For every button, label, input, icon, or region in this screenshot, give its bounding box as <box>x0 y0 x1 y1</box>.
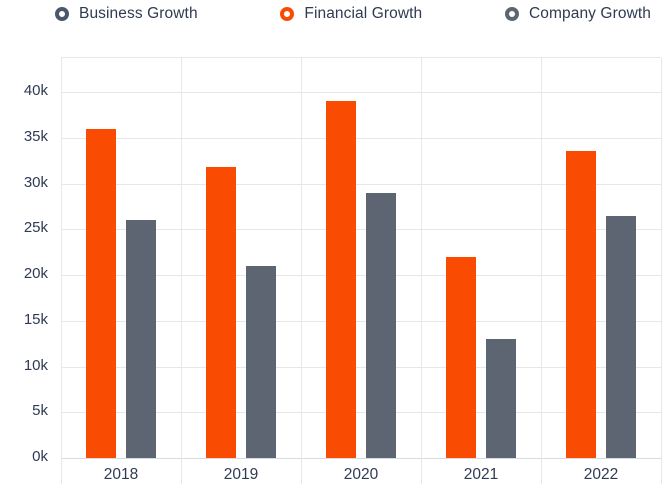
legend-label: Business Growth <box>79 5 198 22</box>
legend-marker-icon <box>55 7 69 21</box>
gridline-vertical <box>421 58 422 484</box>
legend-label: Financial Growth <box>304 5 423 22</box>
legend-marker-icon <box>504 7 519 21</box>
bar-financial-growth-2020[interactable] <box>326 101 356 458</box>
gridline-horizontal <box>61 412 661 414</box>
y-tick-label: 5k <box>32 402 48 420</box>
gridline-horizontal <box>61 229 661 231</box>
bar-financial-growth-2019[interactable] <box>206 167 236 458</box>
legend-marker-icon <box>280 7 295 21</box>
gridline-vertical <box>301 58 302 484</box>
x-tick-label-2018: 2018 <box>103 466 139 483</box>
bar-company-growth-2020[interactable] <box>366 192 396 458</box>
legend-item-business-growth[interactable]: Business Growth <box>55 5 198 23</box>
x-tick-label-2020: 2020 <box>343 466 379 483</box>
legend-item-financial-growth[interactable]: Financial Growth <box>280 5 422 23</box>
plot-area <box>61 57 662 484</box>
gridline-vertical <box>541 58 542 484</box>
bar-financial-growth-2018[interactable] <box>86 128 116 458</box>
gridline-horizontal <box>61 320 661 322</box>
gridline-vertical <box>61 58 62 484</box>
y-tick-label: 40k <box>23 82 48 99</box>
x-tick-label-2022: 2022 <box>583 466 619 483</box>
x-tick-label-2019: 2019 <box>223 466 259 483</box>
y-tick-label: 20k <box>23 265 48 282</box>
gridline-horizontal <box>61 137 661 139</box>
gridline-horizontal <box>61 183 661 185</box>
x-axis-line <box>61 458 661 459</box>
y-tick-label: 10k <box>23 356 48 374</box>
gridline-horizontal <box>61 92 661 93</box>
gridline-vertical <box>181 58 182 484</box>
bar-company-growth-2022[interactable] <box>606 215 636 458</box>
legend-label: Company Growth <box>528 5 651 22</box>
bar-company-growth-2018[interactable] <box>126 220 156 458</box>
gridline-vertical <box>661 58 662 484</box>
bar-financial-growth-2021[interactable] <box>446 256 476 458</box>
y-tick-label: 25k <box>23 219 48 237</box>
bar-company-growth-2021[interactable] <box>486 339 516 458</box>
y-tick-label: 35k <box>23 127 48 145</box>
gridline-horizontal <box>61 275 661 276</box>
y-tick-label: 15k <box>23 310 48 328</box>
legend-item-company-growth[interactable]: Company Growth <box>504 5 651 23</box>
bar-financial-growth-2022[interactable] <box>566 151 596 458</box>
y-tick-label: 0k <box>32 448 48 465</box>
bar-company-growth-2019[interactable] <box>246 265 276 458</box>
gridline-horizontal <box>61 366 661 368</box>
chart-legend: Business Growth Financial Growth Company G… <box>55 2 651 26</box>
x-tick-label-2021: 2021 <box>463 466 499 483</box>
y-tick-label: 30k <box>23 173 48 191</box>
